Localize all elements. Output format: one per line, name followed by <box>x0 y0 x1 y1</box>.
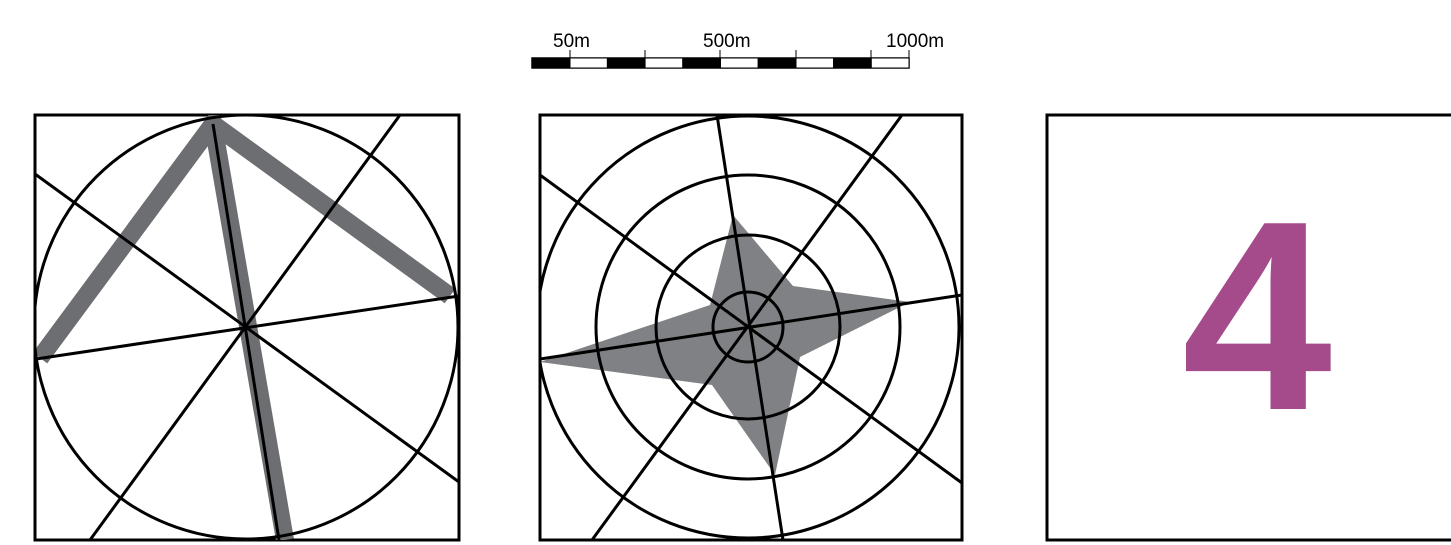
radial-line <box>211 123 281 540</box>
radial-line <box>35 294 459 361</box>
panel-radial-grid-with-star <box>538 113 964 542</box>
scale-bar-segment <box>531 57 571 69</box>
circle-ring-3 <box>594 173 902 481</box>
scale-bar-segment <box>757 57 797 69</box>
scale-bar-segment <box>682 57 721 69</box>
panel-number: 4 <box>1045 113 1451 542</box>
scale-label-50m: 50m <box>553 31 590 52</box>
circle-ring-2 <box>654 233 842 421</box>
scale-bar-segment <box>569 57 608 69</box>
scale-bar-segment <box>720 57 759 69</box>
scale-bar-segment <box>795 57 835 69</box>
scale-bar-segment <box>870 57 910 69</box>
circle-ring-1 <box>711 290 785 364</box>
panel-number-text: 4 <box>1182 166 1334 467</box>
gray-star-shape <box>540 215 910 475</box>
scale-label-500m: 500m <box>703 31 751 52</box>
scale-bar-segment <box>833 57 872 69</box>
scale-label-1000m: 1000m <box>886 31 944 52</box>
scale-bar-segment <box>606 57 646 69</box>
circle-ring-4 <box>540 115 961 540</box>
panel-frame <box>1045 113 1451 542</box>
radial-line <box>540 293 962 361</box>
panel-radial-grid-with-triangle <box>33 113 461 542</box>
scale-bar: 50m 500m 1000m <box>531 31 944 69</box>
radial-line <box>540 173 962 485</box>
outer-circle <box>35 115 459 540</box>
scale-bar-segment <box>644 57 684 69</box>
